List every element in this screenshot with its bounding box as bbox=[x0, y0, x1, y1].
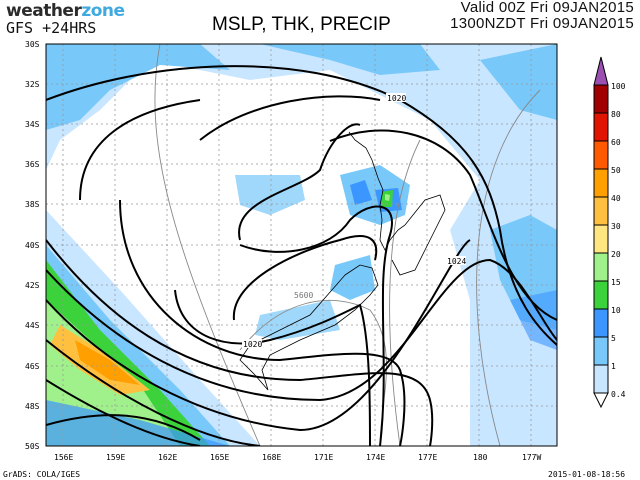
isobar-label: 1020 bbox=[243, 340, 262, 349]
lat-label: 30S bbox=[25, 40, 40, 49]
map-area bbox=[46, 44, 557, 446]
logo-text-accent: zone bbox=[81, 1, 125, 21]
colorbar-box bbox=[593, 224, 609, 254]
lat-label: 32S bbox=[25, 80, 40, 89]
longitude-labels: 156E 159E 162E 165E 168E 171E 174E 177E … bbox=[54, 453, 541, 462]
lon-label: 156E bbox=[54, 453, 73, 462]
lat-label: 44S bbox=[25, 321, 40, 330]
colorbar-label: 0.4 bbox=[611, 390, 626, 399]
colorbar-box bbox=[593, 112, 609, 142]
credit: GrADS: COLA/IGES bbox=[3, 470, 80, 479]
lon-label: 177W bbox=[522, 453, 541, 462]
valid-time-local: 1300NZDT Fri 09JAN2015 bbox=[450, 15, 634, 32]
colorbar-box bbox=[593, 364, 609, 394]
lat-label: 46S bbox=[25, 362, 40, 371]
colorbar-box bbox=[593, 252, 609, 282]
grid-lines bbox=[46, 44, 557, 446]
colorbar-label: 5 bbox=[611, 334, 616, 343]
lat-label: 50S bbox=[25, 442, 40, 451]
lon-label: 174E bbox=[366, 453, 385, 462]
lon-label: 162E bbox=[158, 453, 177, 462]
thickness-label: 5600 bbox=[294, 291, 313, 300]
lat-label: 38S bbox=[25, 200, 40, 209]
lat-label: 42S bbox=[25, 281, 40, 290]
colorbar-box bbox=[593, 280, 609, 310]
colorbar-bottom-triangle bbox=[593, 392, 609, 409]
map-frame bbox=[45, 43, 558, 447]
lat-label: 48S bbox=[25, 402, 40, 411]
isobar-label: 1020 bbox=[387, 94, 406, 103]
colorbar-box bbox=[593, 140, 609, 170]
timestamp: 2015-01-08-18:56 bbox=[548, 470, 625, 479]
colorbar-box bbox=[593, 168, 609, 198]
logo-text: weather bbox=[6, 1, 82, 21]
colorbar-label: 80 bbox=[611, 110, 621, 119]
contour-labels: 1020 1024 1020 5600 bbox=[242, 93, 466, 349]
valid-time-utc: Valid 00Z Fri 09JAN2015 bbox=[460, 0, 634, 16]
colorbar-box bbox=[593, 196, 609, 226]
colorbar-box bbox=[593, 336, 609, 366]
colorbar-label: 10 bbox=[611, 306, 621, 315]
chart-title: MSLP, THK, PRECIP bbox=[212, 14, 391, 35]
precip-colorbar: 100 80 60 50 40 30 20 15 10 5 1 0.4 bbox=[593, 56, 626, 409]
lon-label: 165E bbox=[210, 453, 229, 462]
colorbar-top-triangle bbox=[593, 56, 609, 86]
lon-label: 159E bbox=[106, 453, 125, 462]
colorbar-label: 40 bbox=[611, 194, 621, 203]
lat-label: 36S bbox=[25, 160, 40, 169]
lat-label: 40S bbox=[25, 241, 40, 250]
isobars bbox=[46, 65, 557, 446]
colorbar-label: 1 bbox=[611, 362, 616, 371]
colorbar-label: 50 bbox=[611, 166, 621, 175]
lon-label: 171E bbox=[314, 453, 333, 462]
isobar-label: 1024 bbox=[447, 257, 466, 266]
colorbar-label: 30 bbox=[611, 222, 621, 231]
lon-label: 177E bbox=[418, 453, 437, 462]
lat-label: 34S bbox=[25, 120, 40, 129]
weatherzone-logo: weatherzone bbox=[6, 1, 125, 21]
colorbar-label: 20 bbox=[611, 250, 621, 259]
colorbar-label: 100 bbox=[611, 82, 626, 91]
lon-label: 168E bbox=[262, 453, 281, 462]
colorbar-label: 60 bbox=[611, 138, 621, 147]
model-run: GFS +24HRS bbox=[6, 19, 97, 37]
colorbar-label: 15 bbox=[611, 278, 621, 287]
colorbar-box bbox=[593, 84, 609, 114]
colorbar-box bbox=[593, 308, 609, 338]
latitude-labels: 30S 32S 34S 36S 38S 40S 42S 44S 46S 48S … bbox=[25, 40, 40, 451]
lon-label: 180 bbox=[473, 453, 488, 462]
